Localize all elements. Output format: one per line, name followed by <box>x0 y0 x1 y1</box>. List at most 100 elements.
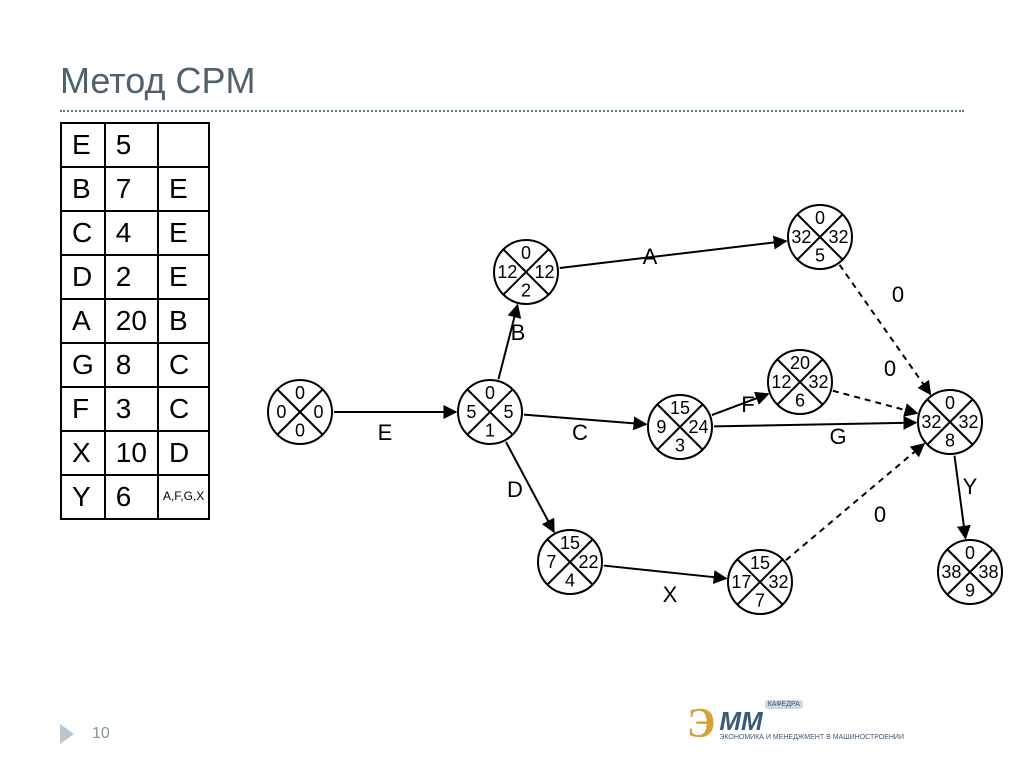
table-cell <box>158 123 209 167</box>
table-cell: 6 <box>105 475 158 519</box>
table-cell: D <box>61 255 105 299</box>
svg-text:0: 0 <box>945 393 955 413</box>
svg-text:6: 6 <box>795 391 805 411</box>
svg-text:7: 7 <box>546 552 556 572</box>
table-cell: E <box>158 211 209 255</box>
table-cell: C <box>158 387 209 431</box>
table-cell: E <box>61 123 105 167</box>
node: 021212 <box>494 240 558 304</box>
table-cell: B <box>61 167 105 211</box>
edge-label: D <box>507 477 523 502</box>
node: 20 612 32 <box>768 350 832 414</box>
logo-badge: КАФЕДРА <box>765 700 803 709</box>
logo-letter: Э <box>687 700 716 748</box>
node: 053232 <box>788 205 852 269</box>
edge-label: F <box>741 392 754 417</box>
svg-text:32: 32 <box>769 572 789 592</box>
node: 0000 <box>268 380 332 444</box>
svg-text:1: 1 <box>485 421 495 441</box>
table-cell: 4 <box>105 211 158 255</box>
table-cell: A <box>61 299 105 343</box>
svg-text:38: 38 <box>941 562 961 582</box>
content-area: E5B7EC4ED2EA20BG8CF3CX10DY6A,F,G,X EBCDA… <box>60 122 964 682</box>
table-cell: 10 <box>105 431 158 475</box>
activity-table: E5B7EC4ED2EA20BG8CF3CX10DY6A,F,G,X <box>60 122 210 520</box>
svg-text:5: 5 <box>504 402 514 422</box>
svg-text:3: 3 <box>675 436 685 456</box>
table-cell: 7 <box>105 167 158 211</box>
svg-text:32: 32 <box>959 412 979 432</box>
play-icon <box>60 724 74 744</box>
cpm-network: EBCDAFGXY0000000015502121215392415472205… <box>230 122 1024 682</box>
table-cell: 3 <box>105 387 158 431</box>
edge-label: 0 <box>874 502 886 527</box>
svg-text:20: 20 <box>790 353 810 373</box>
edge <box>833 391 917 413</box>
table-cell: 20 <box>105 299 158 343</box>
svg-text:22: 22 <box>579 552 599 572</box>
table-cell: 2 <box>105 255 158 299</box>
svg-text:9: 9 <box>656 417 666 437</box>
svg-text:17: 17 <box>731 572 751 592</box>
edge-label: E <box>378 420 393 445</box>
edge-label: X <box>663 582 678 607</box>
node: 0 15 5 <box>458 380 522 444</box>
svg-text:0: 0 <box>485 383 495 403</box>
edge <box>712 394 768 415</box>
divider <box>60 110 964 112</box>
footer: 10 <box>60 724 110 744</box>
logo-sub: ЭКОНОМИКА И МЕНЕДЖМЕНТ В МАШИНОСТРОЕНИИ <box>719 734 904 741</box>
svg-text:15: 15 <box>560 533 580 553</box>
page-number: 10 <box>92 725 110 743</box>
svg-text:38: 38 <box>979 562 999 582</box>
table-cell: C <box>158 343 209 387</box>
slide-title: Метод CPM <box>60 60 964 102</box>
svg-text:8: 8 <box>945 431 955 451</box>
table-cell: X <box>61 431 105 475</box>
edge-label: B <box>511 320 526 345</box>
edge-label: C <box>572 420 588 445</box>
edge <box>714 423 916 427</box>
table-cell: A,F,G,X <box>158 475 209 519</box>
svg-text:7: 7 <box>755 591 765 611</box>
table-cell: E <box>158 255 209 299</box>
node: 15 717 32 <box>728 550 792 614</box>
edge-label: Y <box>963 474 978 499</box>
table-cell: E <box>158 167 209 211</box>
svg-text:32: 32 <box>921 412 941 432</box>
edge-label: G <box>829 424 846 449</box>
table-cell: F <box>61 387 105 431</box>
slide: Метод CPM E5B7EC4ED2EA20BG8CF3CX10DY6A,F… <box>0 0 1024 768</box>
svg-text:4: 4 <box>565 571 575 591</box>
svg-text:0: 0 <box>965 543 975 563</box>
table-cell: 5 <box>105 123 158 167</box>
logo-mm: ММ <box>719 708 762 734</box>
table-cell: G <box>61 343 105 387</box>
node: 15 39 24 <box>648 395 712 459</box>
svg-text:0: 0 <box>295 383 305 403</box>
edge <box>604 566 726 579</box>
svg-text:15: 15 <box>670 398 690 418</box>
edge-label: 0 <box>884 356 896 381</box>
node: 15 47 22 <box>538 530 602 594</box>
svg-text:32: 32 <box>809 372 829 392</box>
svg-text:12: 12 <box>771 372 791 392</box>
table-cell: Y <box>61 475 105 519</box>
svg-text:9: 9 <box>965 581 975 601</box>
svg-text:12: 12 <box>497 262 517 282</box>
svg-text:0: 0 <box>521 243 531 263</box>
svg-text:0: 0 <box>314 402 324 422</box>
edge-label: A <box>643 244 658 269</box>
logo: Э ММ КАФЕДРА ЭКОНОМИКА И МЕНЕДЖМЕНТ В МА… <box>687 700 904 748</box>
table-cell: C <box>61 211 105 255</box>
svg-text:24: 24 <box>689 417 709 437</box>
svg-text:5: 5 <box>466 402 476 422</box>
svg-text:0: 0 <box>276 402 286 422</box>
svg-text:0: 0 <box>815 208 825 228</box>
svg-text:15: 15 <box>750 553 770 573</box>
svg-text:5: 5 <box>815 246 825 266</box>
node: 0 832 32 <box>918 390 982 454</box>
edge <box>786 444 924 560</box>
table-cell: B <box>158 299 209 343</box>
svg-text:32: 32 <box>829 227 849 247</box>
